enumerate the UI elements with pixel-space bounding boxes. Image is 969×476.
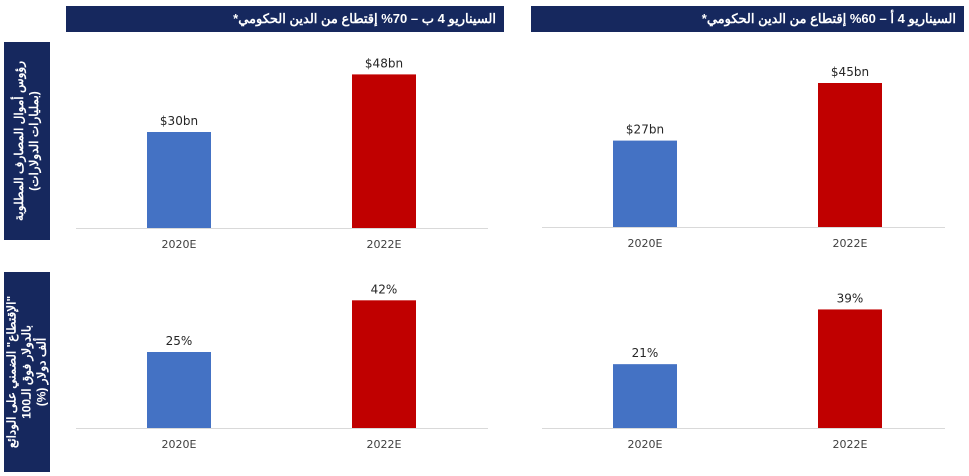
bar-2022e	[818, 309, 882, 428]
bar-2022e	[352, 300, 416, 428]
bar-2022e	[818, 83, 882, 227]
x-tick-label: 2020E	[162, 238, 197, 251]
chart-capital-scenario-4b: $30bn 2020E $48bn 2022E	[76, 56, 488, 251]
data-label: 42%	[371, 282, 398, 296]
data-label: 39%	[837, 291, 864, 305]
chart-header-scenario-4a: السيناريو 4 أ – 60% إقتطاع من الدين الحك…	[531, 6, 964, 32]
side-label-capital-line2: (بمليارات الدولارات)	[27, 91, 41, 191]
data-label: $30bn	[160, 114, 198, 128]
chart-haircut-scenario-4b: 25% 2020E 42% 2022E	[76, 282, 488, 451]
x-tick-label: 2022E	[367, 438, 402, 451]
x-tick-label: 2022E	[367, 238, 402, 251]
bar-2020e	[147, 132, 211, 228]
chart-capital-scenario-4a: $27bn 2020E $45bn 2022E	[542, 65, 945, 250]
side-label-capital-line1: رؤوس أموال المصارف المطلوبة	[12, 61, 26, 221]
chart-haircut-scenario-4a: 21% 2020E 39% 2022E	[542, 291, 945, 451]
x-tick-label: 2022E	[833, 438, 868, 451]
bar-2022e	[352, 74, 416, 229]
x-tick-label: 2020E	[628, 438, 663, 451]
bar-2020e	[613, 364, 677, 428]
side-label-haircut-line1: "الإقتطاع" الضمني على الودائع	[4, 295, 19, 449]
side-label-deposit-haircut: "الإقتطاع" الضمني على الودائع بالدولار ف…	[4, 272, 50, 472]
data-label: $48bn	[365, 56, 403, 70]
x-tick-label: 2020E	[162, 438, 197, 451]
data-label: 21%	[632, 346, 659, 360]
chart-header-scenario-4b: السيناريو 4 ب – 70% إقتطاع من الدين الحك…	[66, 6, 504, 32]
side-label-capital-needed: رؤوس أموال المصارف المطلوبة (بمليارات ال…	[4, 42, 50, 240]
bar-2020e	[147, 352, 211, 428]
side-label-haircut-line3: ألف دولار (%)	[34, 337, 49, 407]
bar-2020e	[613, 140, 677, 227]
data-label: 25%	[166, 334, 193, 348]
x-tick-label: 2020E	[628, 237, 663, 250]
side-label-haircut-line2: بالدولار فوق الـ100	[19, 325, 34, 419]
data-label: $45bn	[831, 65, 869, 79]
data-label: $27bn	[626, 123, 664, 137]
x-tick-label: 2022E	[833, 237, 868, 250]
